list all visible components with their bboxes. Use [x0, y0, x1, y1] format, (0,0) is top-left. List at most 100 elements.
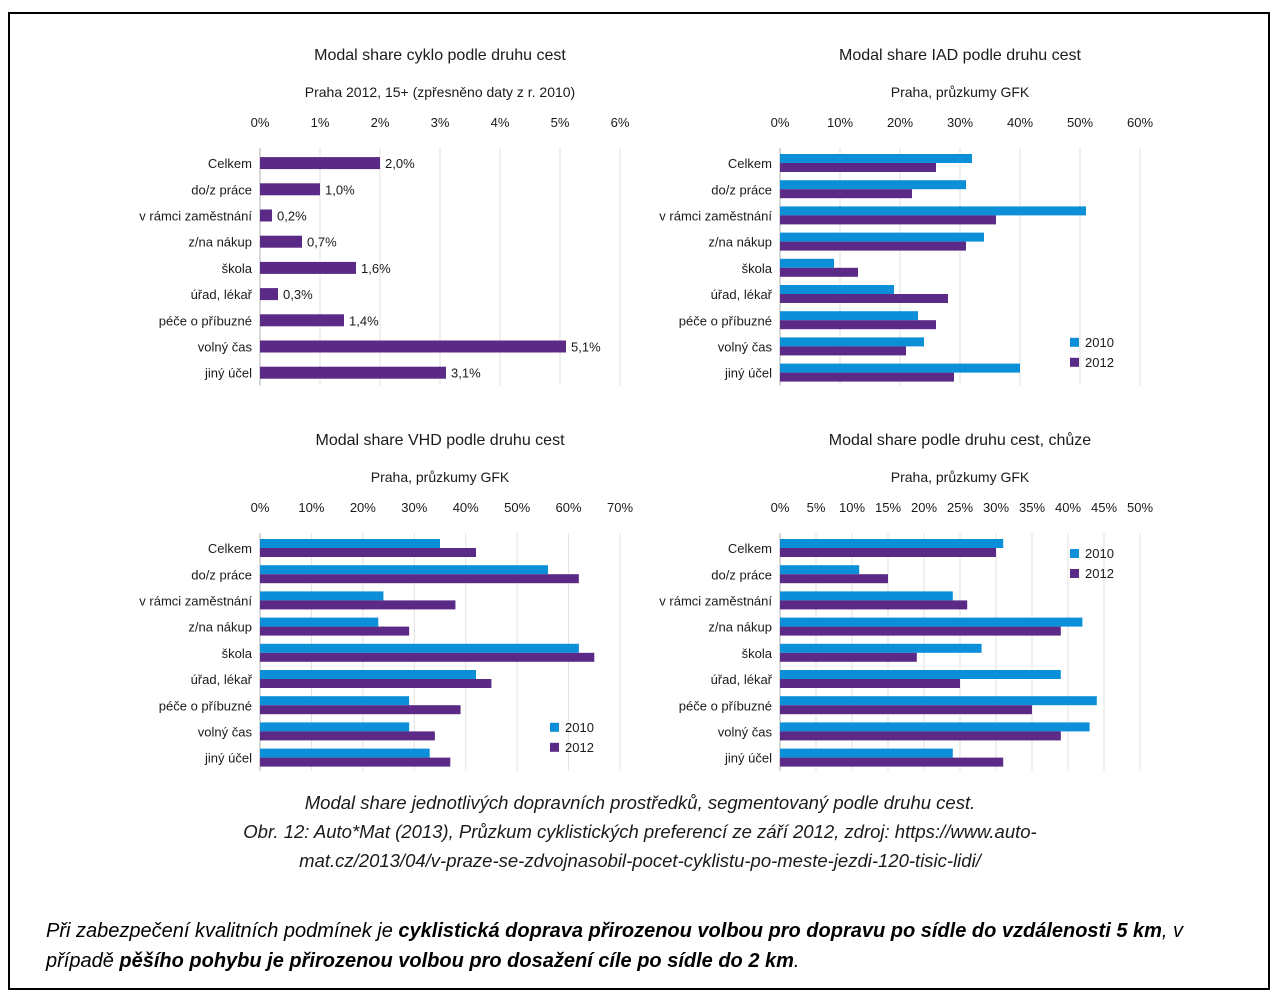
bar: [260, 748, 430, 758]
bar: [780, 574, 888, 584]
bar: [260, 340, 566, 353]
category-label: do/z práce: [191, 567, 252, 582]
note-text-2: , v případě: [46, 920, 1184, 972]
category-label: Celkem: [208, 541, 252, 556]
bar: [260, 600, 456, 610]
bar: [260, 288, 278, 301]
figure-frame: [8, 12, 1270, 990]
bar: [780, 258, 834, 268]
note-text-3: .: [793, 950, 800, 972]
bar: [260, 591, 384, 601]
chart-subtitle: Praha, průzkumy GFK: [891, 84, 1030, 100]
category-label: škola: [742, 646, 773, 661]
category-label: úřad, lékař: [191, 287, 253, 302]
chart-title: Modal share podle druhu cest, chůze: [829, 431, 1091, 449]
x-tick-label: 50%: [1127, 500, 1153, 515]
bar: [260, 617, 379, 627]
x-tick-label: 0%: [251, 115, 270, 130]
note-paragraph: Při zabezpečení kvalitních podmínek je c…: [46, 916, 1256, 976]
data-label: 0,3%: [283, 287, 313, 302]
bar: [260, 183, 320, 196]
chart-cyklo-svg: Modal share cyklo podle druhu cest Praha …: [139, 47, 630, 386]
x-tick-label: 30%: [947, 115, 973, 130]
legend-swatch: [550, 742, 559, 752]
category-label: jiný účel: [724, 751, 772, 766]
bar: [780, 372, 954, 382]
legend-label: 2012: [1085, 355, 1114, 370]
legend-label: 2012: [565, 740, 594, 755]
category-label: úřad, lékař: [711, 672, 773, 687]
note-bold-2: pěšího pohybu je přirozenou volbou pro d…: [119, 950, 794, 972]
bar: [780, 626, 1061, 636]
category-label: do/z práce: [711, 182, 772, 197]
bar: [780, 679, 960, 688]
chart-iad: Modal share IAD podle druhu cest Praha, p…: [615, 40, 1255, 430]
bar: [260, 757, 451, 767]
legend-label: 2010: [565, 720, 594, 735]
category-label: v rámci zaměstnání: [659, 209, 772, 224]
bar: [260, 314, 344, 327]
bar: [780, 696, 1097, 706]
bar: [260, 539, 440, 548]
category-label: v rámci zaměstnání: [659, 594, 772, 609]
category-label: do/z práce: [711, 567, 772, 582]
category-label: úřad, lékař: [711, 287, 773, 302]
bar: [780, 241, 966, 251]
category-label: škola: [222, 261, 253, 276]
data-label: 1,6%: [361, 261, 391, 276]
x-tick-label: 0%: [251, 500, 270, 515]
chart-chuze-svg: Modal share podle druhu cest, chůze Praha…: [659, 431, 1153, 771]
data-label: 1,4%: [349, 313, 379, 328]
x-tick-label: 10%: [839, 500, 865, 515]
x-tick-label: 45%: [1091, 500, 1117, 515]
legend-swatch: [1070, 357, 1079, 367]
x-tick-label: 30%: [401, 500, 427, 515]
legend-label: 2010: [1085, 335, 1114, 350]
x-tick-label: 2%: [371, 115, 390, 130]
x-tick-label: 5%: [807, 500, 826, 515]
category-label: péče o příbuzné: [679, 313, 772, 328]
category-label: v rámci zaměstnání: [139, 594, 252, 609]
x-tick-label: 10%: [827, 115, 853, 130]
x-tick-label: 0%: [771, 500, 790, 515]
x-tick-label: 1%: [311, 115, 330, 130]
category-label: volný čas: [198, 340, 253, 355]
bar: [780, 539, 1004, 548]
chart-title: Modal share VHD podle druhu cest: [315, 432, 565, 449]
category-label: Celkem: [208, 156, 252, 171]
category-label: do/z práce: [191, 182, 252, 197]
bar: [260, 209, 272, 222]
chart-title: Modal share cyklo podle druhu cest: [314, 47, 566, 64]
category-label: jiný účel: [724, 366, 772, 381]
bar: [260, 696, 410, 706]
x-tick-label: 40%: [453, 500, 479, 515]
category-label: škola: [222, 646, 253, 661]
legend-swatch: [1070, 569, 1079, 578]
bar: [780, 705, 1032, 715]
category-label: škola: [742, 261, 773, 276]
chart-subtitle: Praha, průzkumy GFK: [371, 469, 510, 485]
chart-iad-svg: Modal share IAD podle druhu cest Praha, p…: [659, 47, 1153, 386]
x-tick-label: 40%: [1007, 115, 1033, 130]
bar: [780, 670, 1061, 679]
chart-vhd: Modal share VHD podle druhu cest Praha, p…: [95, 425, 735, 815]
x-tick-label: 40%: [1055, 500, 1081, 515]
x-tick-label: 60%: [556, 500, 582, 515]
bar: [780, 617, 1083, 627]
category-label: z/na nákup: [708, 620, 772, 635]
bar: [780, 311, 918, 321]
category-label: z/na nákup: [708, 235, 772, 250]
x-tick-label: 4%: [491, 115, 510, 130]
data-label: 5,1%: [571, 340, 601, 355]
chart-subtitle: Praha 2012, 15+ (zpřesněno daty z r. 201…: [305, 84, 575, 100]
category-label: z/na nákup: [188, 620, 252, 635]
caption-line-1: Modal share jednotlivých dopravních pros…: [304, 792, 976, 813]
bar: [780, 337, 924, 347]
data-label: 2,0%: [385, 156, 415, 171]
category-label: péče o příbuzné: [159, 313, 252, 328]
x-tick-label: 70%: [607, 500, 633, 515]
legend-swatch: [1070, 337, 1079, 347]
category-label: úřad, lékař: [191, 672, 253, 687]
note-bold-1: cyklistická doprava přirozenou volbou pr…: [398, 920, 1162, 942]
bar: [260, 626, 410, 636]
